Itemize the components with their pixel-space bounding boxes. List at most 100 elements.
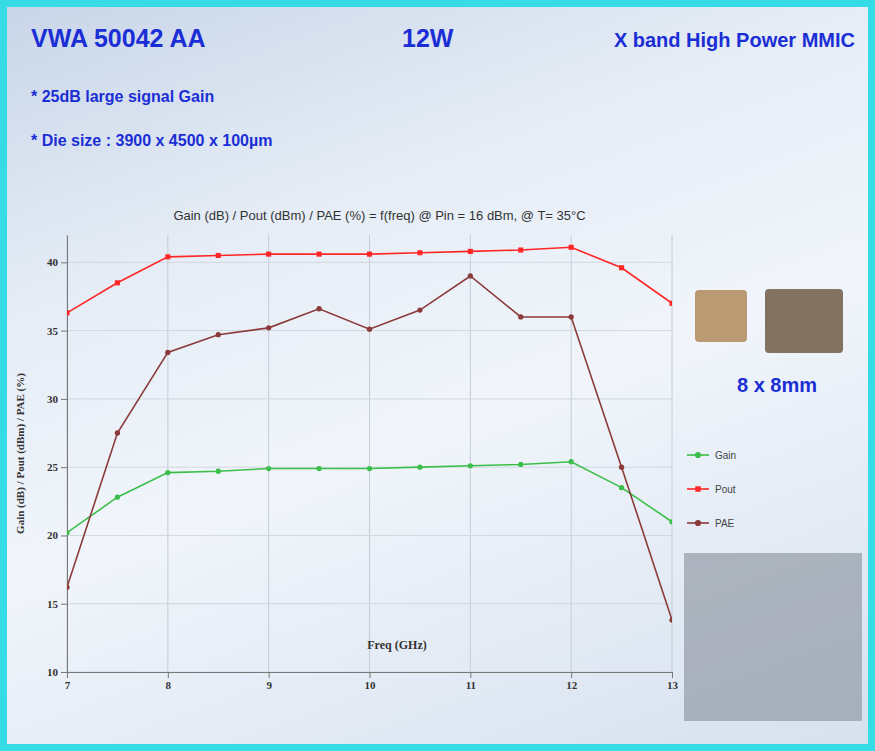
y-tick-mark	[61, 399, 67, 400]
y-tick-mark	[61, 467, 67, 468]
series-marker	[367, 252, 372, 257]
series-marker	[317, 252, 322, 257]
y-tick: 15	[47, 598, 67, 610]
bullet: * 25dB large signal Gain	[31, 88, 214, 105]
grid-line-x	[470, 235, 471, 672]
x-axis-title: Freq (GHz)	[367, 638, 426, 652]
grid-line-y	[67, 535, 672, 536]
series-marker	[518, 314, 523, 319]
x-tick-mark	[370, 672, 371, 678]
x-tick-label: 12	[566, 679, 578, 691]
y-tick-label: 10	[47, 666, 59, 678]
legend-label: Pout	[715, 484, 736, 495]
series-marker	[468, 463, 473, 468]
series-marker	[569, 314, 574, 319]
x-tick: 12	[566, 672, 578, 691]
x-tick-label: 10	[365, 679, 377, 691]
series-marker	[165, 350, 170, 355]
grid-line-x	[369, 235, 370, 672]
grid-line-x	[67, 235, 68, 672]
series-marker	[165, 254, 170, 259]
x-tick: 9	[266, 672, 272, 691]
series-marker	[367, 466, 372, 471]
x-tick-label: 8	[166, 679, 172, 691]
series-marker	[619, 465, 624, 470]
series-marker	[669, 519, 672, 524]
x-tick-label: 7	[65, 679, 71, 691]
series-marker	[115, 495, 120, 500]
series-marker	[266, 466, 271, 471]
series-marker	[216, 332, 221, 337]
series-marker	[367, 327, 372, 332]
x-axis: 7 8 9 10 11 12 13	[65, 672, 679, 691]
legend-label: Gain	[715, 450, 736, 461]
y-tick-mark	[61, 672, 67, 673]
x-tick: 11	[466, 672, 476, 691]
grid	[67, 235, 672, 672]
grid-line-x	[672, 235, 673, 672]
grid-line-x	[268, 235, 269, 672]
series-marker	[569, 459, 574, 464]
x-tick: 13	[667, 672, 679, 691]
x-tick-mark	[672, 672, 673, 678]
grid-line-x	[571, 235, 572, 672]
series-marker	[468, 249, 473, 254]
y-tick-label: 40	[47, 256, 59, 268]
y-tick-mark	[61, 331, 67, 332]
lab-photo	[684, 553, 862, 721]
series-marker	[518, 462, 523, 467]
series-marker	[316, 306, 321, 311]
page-svg: VWA 50042 AA 12W X band High Power MMIC * 2…	[7, 7, 868, 744]
series-marker	[67, 585, 70, 590]
legend: GainPoutPAE	[687, 450, 736, 529]
x-tick: 8	[166, 672, 172, 691]
series-marker	[619, 265, 624, 270]
y-tick: 40	[47, 256, 67, 268]
y-tick-label: 15	[47, 598, 59, 610]
series-marker	[67, 310, 70, 315]
y-tick-mark	[61, 535, 67, 536]
package-photo	[765, 289, 843, 353]
series-marker	[417, 307, 422, 312]
series-marker	[417, 465, 422, 470]
series-marker	[518, 247, 523, 252]
bullet: * Die size : 3900 x 4500 x 100µm	[31, 132, 272, 149]
y-tick-label: 30	[47, 393, 59, 405]
series-marker	[619, 485, 624, 490]
y-tick-mark	[61, 604, 67, 605]
grid-line-y	[67, 398, 672, 399]
series-marker	[417, 250, 422, 255]
series-marker	[115, 280, 120, 285]
y-tick: 35	[47, 325, 67, 337]
page-title: VWA 50042 AA	[31, 24, 206, 52]
x-tick-mark	[168, 672, 169, 678]
x-tick-label: 13	[667, 679, 679, 691]
series-marker	[115, 430, 120, 435]
x-tick-mark	[269, 672, 270, 678]
series-marker	[266, 325, 271, 330]
page-power: 12W	[402, 24, 454, 52]
package-photo	[695, 290, 747, 342]
x-tick-mark	[67, 672, 68, 678]
series-line	[67, 247, 672, 313]
series-line	[67, 276, 672, 620]
legend-marker	[695, 486, 700, 491]
y-axis-line	[67, 236, 68, 673]
legend-marker	[695, 520, 701, 526]
grid-line-x	[167, 235, 168, 672]
grid-line-y	[67, 603, 672, 604]
page-subtitle: X band High Power MMIC	[614, 29, 855, 51]
series-marker	[316, 466, 321, 471]
series-marker	[669, 617, 672, 622]
y-axis-title: Gain (dB) / Pout (dBm) / PAE (%)	[14, 373, 27, 534]
x-tick-label: 9	[266, 679, 272, 691]
y-tick-label: 25	[47, 461, 59, 473]
x-tick: 10	[365, 672, 377, 691]
series-marker	[468, 273, 473, 278]
series-marker	[67, 530, 70, 535]
series-marker	[266, 252, 271, 257]
legend-entry: Gain	[687, 450, 736, 461]
series-marker	[165, 470, 170, 475]
chart-title: Gain (dB) / Pout (dBm) / PAE (%) = f(fre…	[173, 208, 585, 223]
y-tick-label: 20	[47, 529, 59, 541]
